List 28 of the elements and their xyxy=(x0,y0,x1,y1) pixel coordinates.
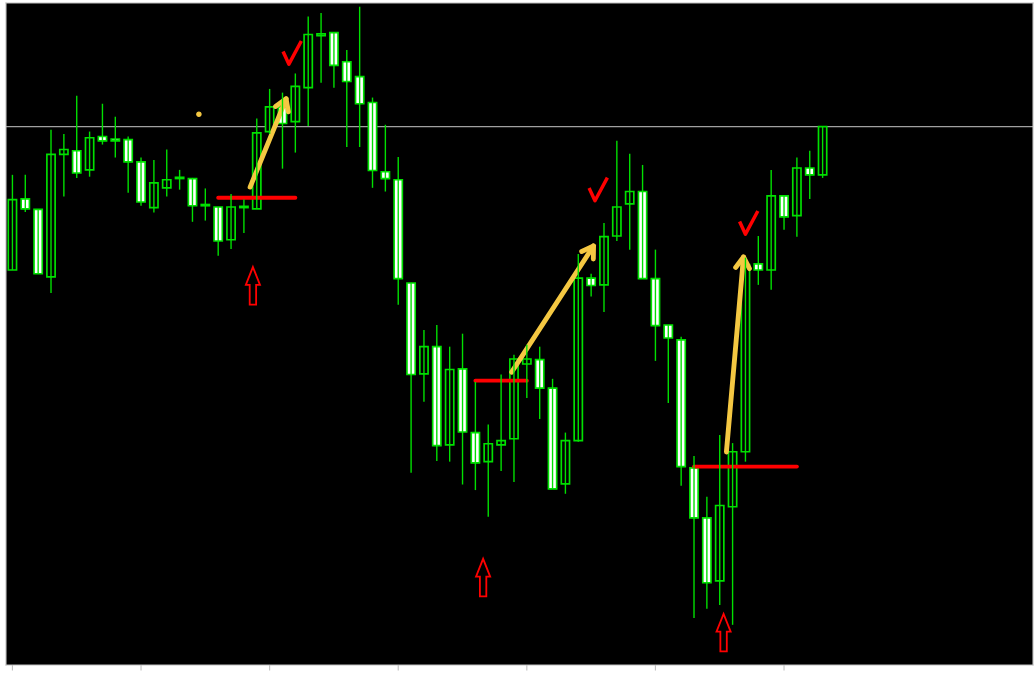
candlestick xyxy=(534,345,545,420)
candlestick xyxy=(573,253,584,443)
candlestick xyxy=(290,72,301,154)
candlestick xyxy=(470,381,481,491)
candlestick xyxy=(174,169,185,191)
candlestick xyxy=(200,187,211,222)
candlestick xyxy=(393,156,404,306)
candlestick xyxy=(483,423,494,518)
candlestick xyxy=(753,235,764,286)
candlestick xyxy=(560,431,571,495)
candlestick xyxy=(161,148,172,198)
candlestick xyxy=(84,130,95,178)
candlestick xyxy=(804,150,815,200)
candlestick xyxy=(303,15,314,127)
candlestick xyxy=(110,116,121,159)
candlestick xyxy=(71,95,82,179)
candlestick xyxy=(444,345,455,463)
candlestick xyxy=(663,324,674,404)
candlestick xyxy=(714,434,725,606)
candlestick xyxy=(33,208,44,275)
candlestick xyxy=(637,164,648,280)
candlestick xyxy=(354,6,365,148)
candlestick xyxy=(20,174,31,213)
candlestick xyxy=(817,125,828,179)
candlestick xyxy=(316,12,327,84)
candlestick xyxy=(650,248,661,362)
candlestick xyxy=(624,153,635,251)
candlestick xyxy=(341,49,352,148)
